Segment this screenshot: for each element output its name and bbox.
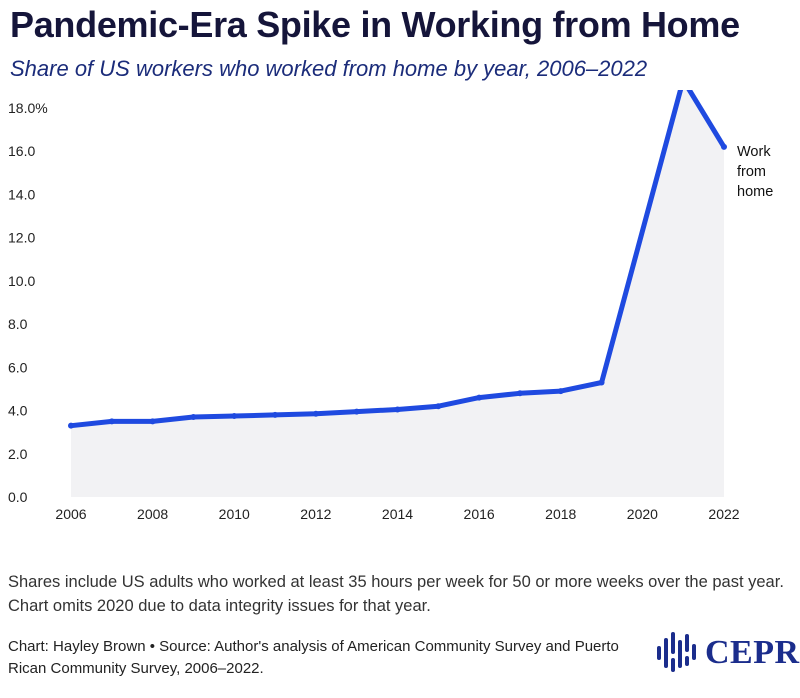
data-point [231, 412, 238, 419]
series-label-work-from-home: Work from home [737, 144, 773, 200]
data-point [516, 390, 523, 397]
x-tick-label: 2006 [55, 506, 86, 522]
y-tick-label: 12.0 [8, 230, 35, 246]
y-tick-label: 4.0 [8, 403, 28, 419]
data-point [435, 403, 442, 410]
y-tick-label: 8.0 [8, 316, 28, 332]
chart-source: Chart: Hayley Brown • Source: Author's a… [8, 638, 619, 677]
x-tick-label: 2022 [708, 506, 739, 522]
data-point [721, 143, 727, 150]
y-axis: 0.0 2.0 4.0 6.0 8.0 10.0 12.0 14.0 16.0 18.0% [8, 100, 48, 505]
data-point [312, 410, 319, 417]
y-tick-label: 10.0 [8, 273, 35, 289]
data-point [272, 411, 279, 418]
cepr-logo: CEPR [653, 630, 799, 674]
y-tick-label: 16.0 [8, 143, 35, 159]
cepr-logo-text: CEPR [705, 634, 800, 671]
data-point [557, 388, 564, 395]
series-line-work-from-home [68, 90, 727, 429]
data-point [394, 406, 401, 413]
x-tick-label: 2016 [464, 506, 495, 522]
data-point [476, 394, 483, 401]
data-point [68, 422, 74, 429]
x-tick-label: 2008 [137, 506, 168, 522]
x-tick-label: 2018 [545, 506, 576, 522]
data-point [108, 418, 115, 425]
x-tick-label: 2012 [300, 506, 331, 522]
y-tick-label: 0.0 [8, 489, 28, 505]
y-tick-label: 2.0 [8, 446, 28, 462]
y-tick-label: 14.0 [8, 186, 35, 202]
data-point [149, 418, 156, 425]
data-point [353, 408, 360, 415]
series-label-line: Work [737, 144, 771, 160]
x-axis: 2006 2008 2010 2012 2014 2016 2018 2020 2022 [55, 506, 739, 522]
chart-subtitle: Share of US workers who worked from home… [10, 56, 648, 81]
data-points [68, 143, 727, 429]
x-tick-label: 2010 [219, 506, 250, 522]
data-point [190, 414, 197, 421]
x-tick-label: 2014 [382, 506, 413, 522]
cepr-logo-icon [657, 632, 696, 672]
y-tick-label: 18.0% [8, 100, 48, 116]
chart-note: Shares include US adults who worked at l… [8, 573, 784, 615]
y-tick-label: 6.0 [8, 359, 28, 375]
data-point [598, 379, 605, 386]
area-fill [71, 90, 724, 497]
series-label-line: home [737, 184, 773, 200]
x-tick-label: 2020 [627, 506, 658, 522]
chart-title: Pandemic-Era Spike in Working from Home [10, 4, 740, 45]
series-label-line: from [737, 164, 766, 180]
chart-area: 0.0 2.0 4.0 6.0 8.0 10.0 12.0 14.0 16.0 18.0% 200… [8, 90, 773, 522]
